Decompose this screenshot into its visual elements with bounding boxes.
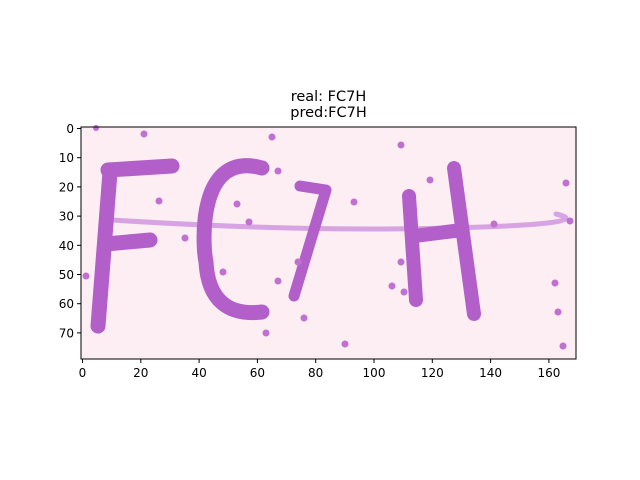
x-tick-label: 80 — [308, 366, 323, 380]
x-tick-label: 0 — [79, 366, 87, 380]
y-tick-label: 20 — [59, 180, 74, 194]
glyph-f — [90, 158, 180, 334]
x-tick-label: 40 — [191, 366, 206, 380]
x-tick-label: 60 — [250, 366, 265, 380]
captcha-glyphs — [90, 158, 569, 334]
glyph-c — [196, 158, 270, 321]
title-pred: pred:FC7H — [290, 105, 366, 121]
x-tick-label: 160 — [537, 366, 560, 380]
axes-frame — [80, 126, 577, 360]
y-tick-label: 40 — [59, 239, 74, 253]
glyph-7 — [288, 180, 332, 302]
x-tick-label: 120 — [421, 366, 444, 380]
y-tick-label: 10 — [59, 151, 74, 165]
x-tick-label: 100 — [363, 366, 386, 380]
y-axis: 0 10 20 30 40 50 60 70 — [59, 122, 81, 340]
y-tick-label: 70 — [59, 326, 74, 340]
x-tick-label: 140 — [479, 366, 502, 380]
glyph-h — [402, 161, 481, 321]
y-tick-label: 0 — [66, 122, 74, 136]
y-tick-label: 30 — [59, 210, 74, 224]
title-real: real: FC7H — [291, 89, 367, 105]
x-tick-label: 20 — [133, 366, 148, 380]
captcha-image — [80, 125, 577, 360]
x-axis: 0 20 40 60 80 100 120 140 160 — [79, 359, 560, 380]
y-tick-label: 50 — [59, 268, 74, 282]
y-tick-label: 60 — [59, 297, 74, 311]
